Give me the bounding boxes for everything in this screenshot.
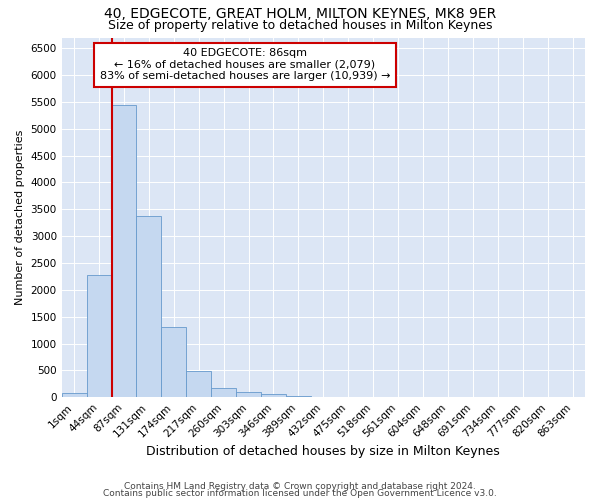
Bar	[62, 393, 86, 397]
Bar	[161, 328, 186, 397]
Bar	[311, 396, 336, 397]
Text: 40, EDGECOTE, GREAT HOLM, MILTON KEYNES, MK8 9ER: 40, EDGECOTE, GREAT HOLM, MILTON KEYNES,…	[104, 8, 496, 22]
Bar	[211, 388, 236, 397]
Bar	[261, 394, 286, 397]
Bar	[112, 104, 136, 397]
Text: 40 EDGECOTE: 86sqm
← 16% of detached houses are smaller (2,079)
83% of semi-deta: 40 EDGECOTE: 86sqm ← 16% of detached hou…	[100, 48, 390, 82]
Bar	[236, 392, 261, 397]
Y-axis label: Number of detached properties: Number of detached properties	[15, 130, 25, 305]
Bar	[86, 275, 112, 397]
Bar	[136, 216, 161, 397]
X-axis label: Distribution of detached houses by size in Milton Keynes: Distribution of detached houses by size …	[146, 444, 500, 458]
Bar	[286, 396, 311, 397]
Text: Contains public sector information licensed under the Open Government Licence v3: Contains public sector information licen…	[103, 488, 497, 498]
Text: Contains HM Land Registry data © Crown copyright and database right 2024.: Contains HM Land Registry data © Crown c…	[124, 482, 476, 491]
Bar	[186, 372, 211, 397]
Text: Size of property relative to detached houses in Milton Keynes: Size of property relative to detached ho…	[108, 18, 492, 32]
